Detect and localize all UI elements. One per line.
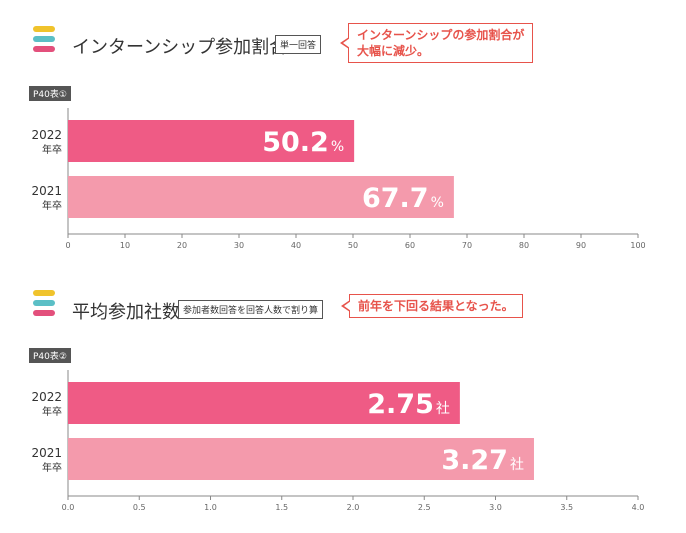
x-tick-label: 1.0 — [204, 503, 217, 512]
category-label-year: 2021 — [31, 446, 62, 460]
bar-2021 — [68, 438, 534, 480]
x-tick-label: 60 — [405, 241, 415, 250]
marker-bar-pink — [33, 310, 55, 316]
x-tick-label: 50 — [348, 241, 358, 250]
marker-bar-yellow — [33, 290, 55, 296]
marker-bar-pink — [33, 46, 55, 52]
callout-1: インターンシップの参加割合が 大幅に減少。 — [339, 23, 534, 63]
x-tick-label: 20 — [177, 241, 187, 250]
category-label-suffix: 年卒 — [42, 461, 62, 474]
section-note-1: 単一回答 — [275, 35, 322, 54]
bar-2022 — [68, 120, 355, 162]
callout-2: 前年を下回る結果となった。 — [341, 294, 523, 318]
x-tick-label: 3.0 — [489, 503, 502, 512]
bar-2021 — [68, 176, 454, 218]
marker-bar-teal — [33, 300, 55, 306]
section-title-1: インターンシップ参加割合 — [72, 37, 288, 58]
callout-1-line-1: インターンシップの参加割合が — [357, 28, 525, 42]
x-tick-label: 100 — [630, 241, 645, 250]
category-label-year: 2022 — [31, 390, 62, 404]
category-label-year: 2021 — [31, 184, 62, 198]
category-label-suffix: 年卒 — [42, 143, 62, 156]
x-tick-label: 4.0 — [632, 503, 645, 512]
x-tick-label: 80 — [519, 241, 529, 250]
title-marker-icon-2 — [33, 290, 55, 320]
x-tick-label: 0.5 — [133, 503, 146, 512]
x-tick-label: 30 — [234, 241, 244, 250]
data-label: 2.75 社 — [367, 389, 450, 420]
title-marker-icon-1 — [33, 26, 55, 56]
data-label: 50.2% — [262, 127, 344, 158]
x-tick-label: 90 — [576, 241, 586, 250]
callout-1-line-2: 大幅に減少。 — [357, 44, 430, 58]
marker-bar-teal — [33, 36, 55, 42]
table-ref-tag-2: P40表② — [29, 348, 71, 363]
x-tick-label: 40 — [291, 241, 301, 250]
table-ref-tag-1: P40表① — [29, 86, 71, 101]
x-tick-label: 2.0 — [347, 503, 360, 512]
x-tick-label: 3.5 — [560, 503, 573, 512]
x-tick-label: 1.5 — [275, 503, 288, 512]
category-label-year: 2022 — [31, 128, 62, 142]
section-title-2: 平均参加社数 — [72, 302, 180, 323]
callout-2-line-1: 前年を下回る結果となった。 — [358, 299, 514, 313]
marker-bar-yellow — [33, 26, 55, 32]
data-label: 3.27 社 — [441, 445, 524, 476]
bar-2022 — [68, 382, 460, 424]
x-tick-label: 10 — [120, 241, 130, 250]
section-note-2: 参加者数回答を回答人数で割り算 — [178, 300, 324, 319]
category-label-suffix: 年卒 — [42, 405, 62, 418]
data-label: 67.7% — [362, 183, 444, 214]
x-tick-label: 0 — [65, 241, 70, 250]
x-tick-label: 2.5 — [418, 503, 431, 512]
x-tick-label: 70 — [462, 241, 472, 250]
category-label-suffix: 年卒 — [42, 199, 62, 212]
x-tick-label: 0.0 — [62, 503, 75, 512]
